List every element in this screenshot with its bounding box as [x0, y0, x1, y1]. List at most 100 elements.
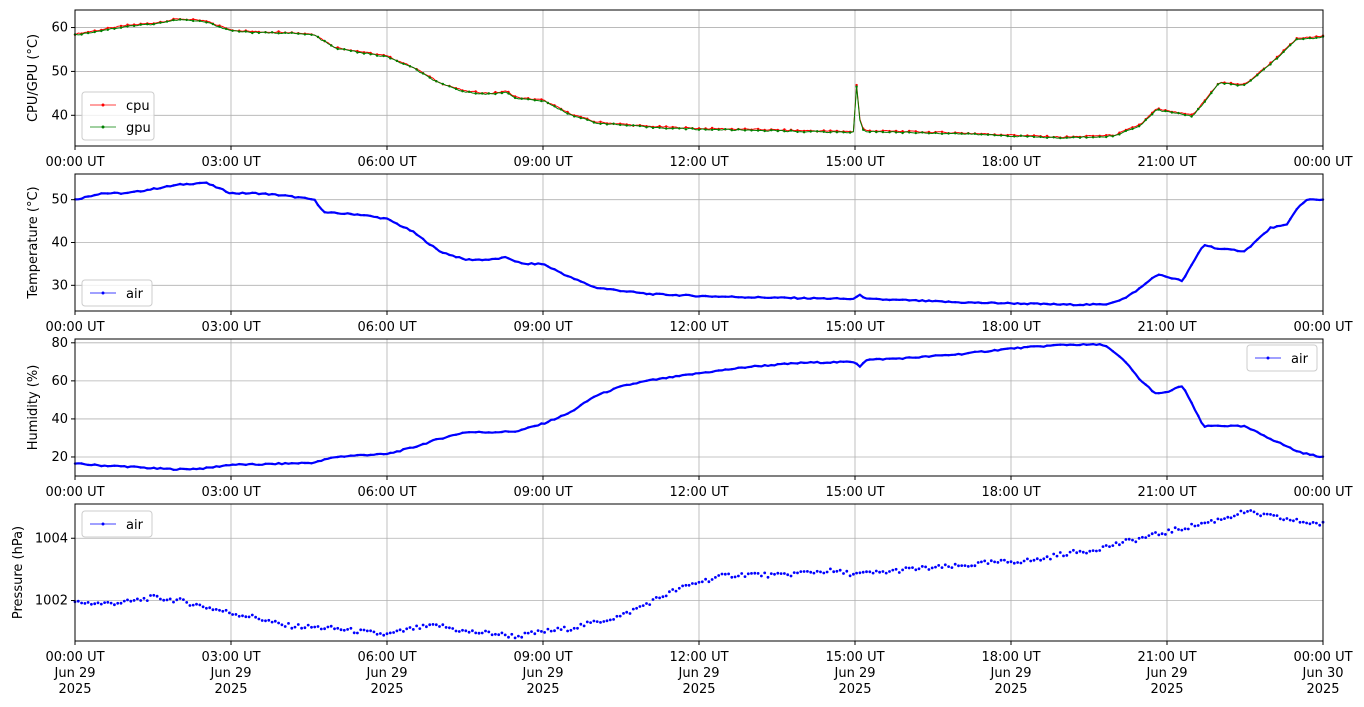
data-point — [264, 462, 267, 465]
data-point — [418, 627, 422, 630]
data-point — [822, 297, 825, 300]
data-point — [277, 194, 280, 197]
data-point — [415, 68, 418, 71]
data-point — [1308, 522, 1312, 526]
data-point — [954, 132, 957, 135]
data-point — [146, 188, 149, 192]
data-point — [1160, 532, 1164, 536]
legend-label-air: air — [1291, 352, 1309, 367]
data-point — [421, 72, 425, 75]
data-point — [694, 582, 698, 586]
data-point — [1249, 428, 1252, 431]
data-point — [1039, 345, 1042, 348]
data-point — [454, 433, 458, 436]
data-point — [346, 628, 349, 631]
data-point — [1065, 303, 1069, 306]
data-point — [481, 431, 484, 434]
data-point — [855, 571, 858, 575]
data-point — [1177, 278, 1180, 281]
data-point — [402, 448, 405, 451]
data-point — [303, 626, 307, 630]
data-point — [168, 597, 172, 601]
data-point — [1216, 83, 1220, 86]
data-point — [625, 610, 629, 614]
data-point — [267, 618, 271, 622]
data-point — [1085, 551, 1088, 555]
data-point — [152, 23, 155, 26]
data-point — [434, 623, 438, 627]
data-point — [1256, 238, 1259, 241]
data-point — [395, 59, 399, 63]
data-point — [842, 297, 845, 300]
data-point — [953, 562, 957, 566]
data-point — [1223, 517, 1226, 520]
data-point — [871, 571, 875, 575]
data-point — [126, 598, 129, 602]
data-point — [172, 18, 175, 22]
data-point — [395, 450, 399, 453]
data-point — [1118, 299, 1121, 302]
data-point — [1062, 554, 1065, 558]
data-point — [592, 395, 596, 399]
data-point — [1032, 345, 1036, 348]
data-point — [1302, 452, 1305, 455]
data-point — [1315, 198, 1318, 201]
data-point — [553, 629, 556, 633]
data-point — [743, 127, 747, 130]
data-point — [1141, 535, 1144, 539]
x-tick-label: 09:00 UT — [513, 650, 572, 665]
data-point — [369, 214, 372, 218]
data-point — [1203, 521, 1207, 525]
data-point — [330, 44, 333, 47]
data-point — [375, 215, 379, 219]
data-point — [80, 197, 83, 200]
data-point — [457, 630, 461, 633]
data-point — [816, 130, 819, 133]
data-point — [1006, 560, 1010, 564]
x-tick-label: Jun 29 — [210, 666, 252, 681]
data-point — [408, 229, 412, 232]
data-point — [402, 226, 405, 229]
data-point — [986, 301, 990, 305]
data-point — [1282, 518, 1285, 522]
data-point — [868, 297, 871, 300]
legend-marker-cpu — [101, 103, 105, 107]
legend-label-cpu: cpu — [126, 99, 150, 114]
data-point — [185, 182, 188, 186]
data-point — [244, 615, 248, 619]
data-point — [527, 426, 530, 429]
x-tick-label: 21:00 UT — [1137, 320, 1196, 335]
data-point — [816, 360, 819, 364]
data-point — [1124, 361, 1128, 364]
data-point — [155, 594, 159, 598]
data-point — [119, 26, 123, 29]
data-point — [1022, 559, 1026, 563]
data-point — [1078, 549, 1082, 553]
y-tick-label: 20 — [51, 450, 68, 465]
data-point — [1065, 343, 1069, 347]
data-point — [829, 567, 832, 571]
data-point — [1081, 550, 1085, 554]
data-point — [668, 590, 671, 594]
data-point — [586, 118, 589, 122]
data-point — [848, 131, 852, 134]
data-point — [1157, 392, 1161, 395]
data-point — [297, 462, 300, 465]
data-point — [293, 625, 297, 629]
data-point — [198, 19, 201, 23]
data-point — [980, 560, 983, 564]
data-point — [723, 572, 727, 576]
data-point — [842, 360, 845, 363]
legend-marker-gpu — [101, 125, 105, 129]
data-point — [224, 190, 228, 193]
y-axis-label: Pressure (hPa) — [11, 526, 26, 619]
data-point — [799, 570, 803, 573]
data-point — [192, 183, 195, 186]
data-point — [375, 54, 379, 57]
data-point — [901, 130, 904, 133]
data-point — [1216, 424, 1220, 427]
data-point — [684, 293, 688, 296]
x-tick-label: 21:00 UT — [1137, 485, 1196, 500]
data-point — [625, 383, 628, 387]
data-point — [356, 453, 359, 457]
